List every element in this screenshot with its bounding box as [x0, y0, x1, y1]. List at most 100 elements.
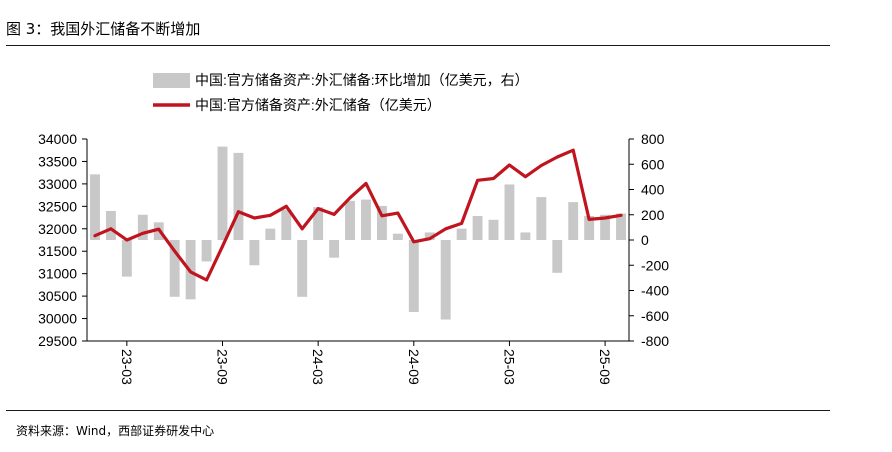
- line-point: [109, 227, 113, 231]
- right-axis: -800 -600 -400 -200 0 200 400 600 800: [628, 131, 669, 349]
- line-point: [237, 210, 240, 214]
- line-point: [189, 270, 193, 274]
- right-tick-label: 0: [641, 232, 649, 248]
- bar: [345, 200, 355, 240]
- left-tick-label: 30500: [38, 288, 77, 304]
- bar: [472, 216, 483, 240]
- left-tick-label: 34000: [38, 131, 77, 147]
- line-point: [252, 216, 256, 220]
- x-tick-label: 23-09: [215, 349, 231, 385]
- left-tick-label: 33000: [38, 176, 77, 192]
- source-rule: [6, 410, 830, 411]
- line-point: [300, 227, 304, 231]
- bar: [169, 240, 180, 297]
- bar: [297, 240, 308, 297]
- line-point: [460, 221, 464, 225]
- bar: [616, 213, 626, 240]
- line-point: [571, 148, 575, 152]
- x-tick-label: 23-03: [119, 349, 135, 385]
- series-line: [93, 148, 623, 282]
- bar: [552, 240, 563, 273]
- bar: [520, 232, 531, 240]
- bar: [137, 214, 148, 240]
- line-point: [523, 175, 527, 179]
- legend: 中国:官方储备资产:外汇储备:环比增加（亿美元，右） 中国:官方储备资产:外汇储…: [153, 72, 529, 113]
- left-tick-label: 32500: [38, 198, 77, 214]
- right-tick-label: -800: [641, 333, 669, 349]
- line-point: [268, 213, 272, 217]
- bar: [361, 199, 371, 240]
- line-point: [380, 214, 384, 218]
- bar: [600, 214, 611, 240]
- bar: [504, 184, 515, 240]
- x-tick-label: 24-09: [406, 349, 422, 385]
- left-tick-label: 31500: [38, 243, 77, 259]
- right-tick-label: 400: [641, 182, 665, 198]
- line-point: [587, 217, 591, 221]
- line-point: [603, 216, 607, 220]
- bar: [456, 228, 467, 240]
- bar: [121, 240, 132, 277]
- bar: [249, 240, 260, 266]
- line-point: [221, 244, 224, 248]
- line-point: [508, 163, 511, 167]
- bar-series: [90, 146, 626, 320]
- line-point: [93, 234, 97, 238]
- line-point: [396, 211, 400, 215]
- bar: [408, 240, 419, 312]
- line-point: [141, 231, 145, 235]
- bar: [584, 216, 595, 240]
- bar: [281, 209, 292, 240]
- right-tick-label: 200: [641, 207, 665, 223]
- line-point: [348, 196, 352, 200]
- left-tick-label: 30000: [38, 311, 77, 327]
- x-tick-label: 25-09: [597, 349, 613, 385]
- right-tick-label: 800: [641, 131, 665, 147]
- line-point: [173, 249, 177, 253]
- line-point: [157, 227, 161, 231]
- bar: [392, 233, 403, 240]
- bar: [376, 205, 387, 240]
- line-series: [93, 148, 623, 282]
- bar: [568, 202, 579, 240]
- source-note: 资料来源：Wind，西部证券研发中心: [16, 424, 215, 438]
- line-point: [555, 155, 559, 159]
- line-point: [364, 182, 368, 185]
- bar: [90, 174, 100, 240]
- right-tick-label: 600: [641, 156, 665, 172]
- bar: [329, 240, 340, 258]
- left-tick-label: 31000: [38, 266, 77, 282]
- legend-swatch-bar: [153, 73, 190, 88]
- title-rule: [6, 45, 830, 46]
- legend-label-bar: 中国:官方储备资产:外汇储备:环比增加（亿美元，右）: [195, 72, 529, 88]
- bar: [424, 232, 435, 240]
- bar: [440, 240, 451, 320]
- line-point: [205, 278, 208, 282]
- x-axis: 23-03 23-09 24-03 24-09 25-03 25-09: [87, 340, 629, 385]
- bar: [217, 146, 228, 240]
- x-tick-label: 25-03: [501, 349, 517, 385]
- bar: [488, 219, 499, 240]
- bar: [536, 197, 547, 240]
- line-point: [444, 227, 448, 231]
- left-axis: 29500 30000 30500 31000 31500 32000 32500 33000…: [38, 131, 88, 349]
- left-tick-label: 33500: [38, 153, 77, 169]
- line-point: [125, 238, 129, 242]
- left-tick-label: 29500: [38, 333, 77, 349]
- line-point: [412, 240, 416, 244]
- bar: [265, 228, 276, 240]
- legend-label-line: 中国:官方储备资产:外汇储备（亿美元）: [195, 97, 441, 113]
- right-tick-label: -200: [641, 257, 669, 273]
- bar: [233, 152, 244, 240]
- figure-title: 图 3：我国外汇储备不断增加: [6, 20, 201, 38]
- right-tick-label: -400: [641, 283, 669, 299]
- line-point: [476, 178, 479, 182]
- line-point: [492, 177, 495, 180]
- line-point: [332, 213, 336, 216]
- bar: [105, 210, 116, 240]
- line-point: [428, 237, 432, 241]
- line-point: [284, 204, 288, 208]
- left-tick-label: 32000: [38, 221, 77, 237]
- line-point: [619, 213, 623, 217]
